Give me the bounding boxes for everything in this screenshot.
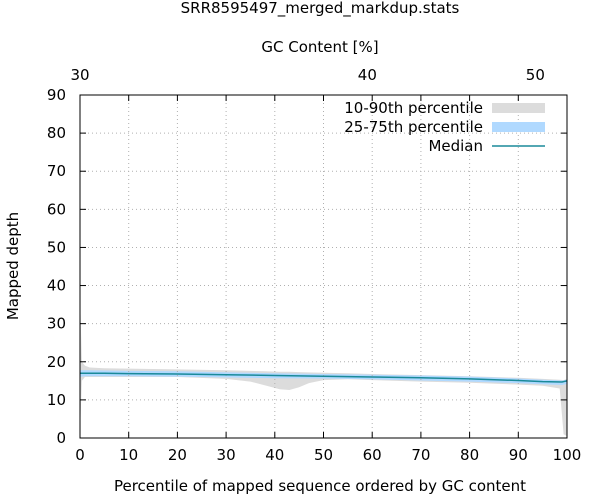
x2-tick-label: 30 [70, 66, 89, 84]
y-tick-label: 30 [47, 315, 66, 333]
y-tick-label: 60 [47, 200, 66, 218]
y-tick-label: 0 [56, 429, 66, 447]
x-axis-label: Percentile of mapped sequence ordered by… [114, 477, 526, 495]
ticks-layer: 0 10 20 30 40 50 60 70 80 90 100 0 10 20 30 40 50 60 70 80 9… [47, 66, 581, 464]
x-tick-label: 80 [460, 446, 479, 464]
lines-layer [80, 372, 568, 383]
y-tick-label: 10 [47, 391, 66, 409]
x-tick-label: 90 [509, 446, 528, 464]
x-tick-label: 30 [217, 446, 236, 464]
x-tick-label: 10 [119, 446, 138, 464]
y-tick-label: 70 [47, 162, 66, 180]
chart-title: SRR8595497_merged_markdup.stats [181, 0, 460, 18]
x2-tick-label: 50 [526, 66, 545, 84]
x-tick-label: 100 [553, 446, 582, 464]
legend-label: Median [428, 137, 483, 155]
x-tick-label: 60 [363, 446, 382, 464]
legend-label: 25-75th percentile [344, 118, 483, 136]
x2-tick-label: 40 [358, 66, 377, 84]
x-tick-label: 20 [168, 446, 187, 464]
y-axis-label: Mapped depth [4, 212, 22, 320]
x-tick-label: 70 [411, 446, 430, 464]
legend-swatch [492, 103, 545, 113]
y-tick-label: 20 [47, 353, 66, 371]
x2-axis-label: GC Content [%] [261, 38, 378, 56]
x-tick-label: 40 [265, 446, 284, 464]
y-tick-label: 80 [47, 124, 66, 142]
legend-label: 10-90th percentile [344, 99, 483, 117]
x-tick-label: 0 [75, 446, 85, 464]
y-tick-label: 50 [47, 238, 66, 256]
x-tick-label: 50 [314, 446, 333, 464]
y-tick-label: 40 [47, 277, 66, 295]
legend-swatch [492, 122, 545, 132]
median-line [80, 372, 568, 383]
y-tick-label: 90 [47, 86, 66, 104]
